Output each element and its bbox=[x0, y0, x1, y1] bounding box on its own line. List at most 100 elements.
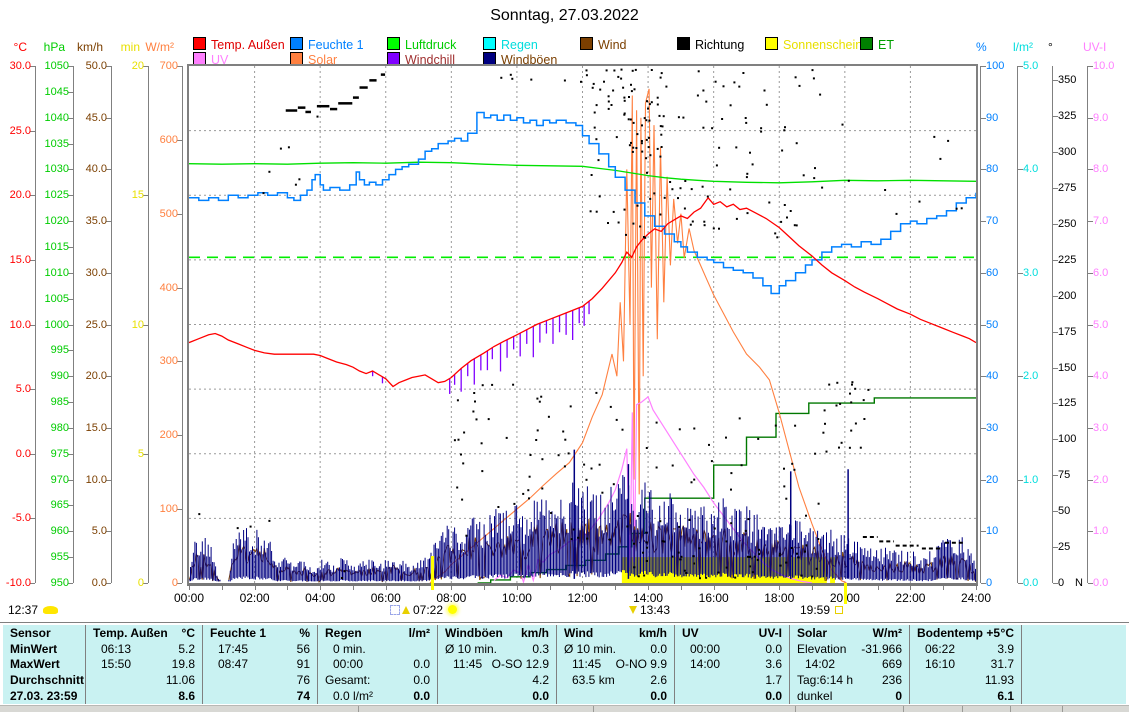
stat-cell-label: Ø 10 min. bbox=[445, 642, 497, 656]
axis-tick-label: 6.0 bbox=[1093, 268, 1129, 279]
axis-header-w-m: W/m² bbox=[130, 40, 174, 54]
axis-tick-label: -5.0 bbox=[0, 513, 31, 524]
x-hour-tick bbox=[287, 586, 288, 590]
x-hour-tick bbox=[451, 586, 452, 590]
legend-item-temp-au-en[interactable]: Temp. Außen bbox=[193, 37, 285, 51]
stat-cell-label: 06:22 bbox=[917, 642, 955, 656]
stat-cell-label: 11:45 bbox=[564, 657, 601, 671]
x-axis-label: 12:00 bbox=[561, 591, 605, 605]
axis-tick-label: 5.0 bbox=[1093, 320, 1129, 331]
legend-item-luftdruck[interactable]: Luftdruck bbox=[387, 37, 456, 51]
plot-area[interactable] bbox=[187, 64, 978, 586]
axis-tick-label: 0 bbox=[142, 578, 178, 589]
legend-label: Richtung bbox=[695, 38, 744, 52]
stat-row: Tag:6:14 h236 bbox=[790, 672, 909, 688]
luftdruck-swatch-icon bbox=[387, 37, 400, 50]
axis-tick-label: 40.0 bbox=[71, 164, 107, 175]
stat-cell-value: 11.06 bbox=[166, 673, 195, 687]
sunrise-marker-line bbox=[431, 556, 434, 590]
legend-item-wind[interactable]: Wind bbox=[580, 37, 626, 51]
legend-label: Feuchte 1 bbox=[308, 38, 364, 52]
stat-cell-value: 74 bbox=[297, 689, 310, 703]
stat-row: Durchschnitt bbox=[3, 672, 85, 688]
stat-cell-value: 91 bbox=[297, 657, 310, 671]
axis-tick-label: 10.0 bbox=[0, 320, 31, 331]
stat-row: 11:45 O-NO 9.9 bbox=[557, 657, 674, 673]
axis-tick-label: 995 bbox=[33, 345, 69, 356]
stat-cell-value: 0.0 bbox=[413, 673, 430, 687]
legend-item-feuchte-1[interactable]: Feuchte 1 bbox=[290, 37, 364, 51]
stat-cell-label: Gesamt: bbox=[325, 673, 370, 687]
stat-cell-value: 0.0 bbox=[650, 689, 667, 703]
x-hour-tick bbox=[812, 586, 813, 590]
stat-row: 0.0 l/m²0.0 bbox=[318, 688, 437, 704]
axis-tick-label: 45.0 bbox=[71, 113, 107, 124]
axis-tick-label: 225 bbox=[1058, 255, 1094, 266]
marker-box-icon bbox=[390, 605, 400, 615]
x-hour-tick bbox=[320, 586, 321, 590]
axis-tick-label: 0.0 bbox=[71, 578, 107, 589]
x-hour-tick bbox=[779, 586, 780, 590]
axis-line-l-m bbox=[1017, 66, 1018, 583]
stat-row: 0 min. bbox=[318, 641, 437, 657]
x-axis-label: 10:00 bbox=[495, 591, 539, 605]
axis-tick-label: 200 bbox=[1058, 291, 1094, 302]
stat-column-feuchte-1: Feuchte 1%17:455608:47917674 bbox=[203, 625, 318, 704]
axis-tick-label: 700 bbox=[142, 61, 178, 72]
stat-column-uv: UVUV-I00:000.014:003.61.70.0 bbox=[675, 625, 790, 704]
axis-header-uv-i: UV-I bbox=[1083, 40, 1129, 54]
axis-tick-label: 3.0 bbox=[1023, 268, 1059, 279]
stat-header-unit: km/h bbox=[521, 626, 549, 640]
stat-row: 27.03. 23:59 bbox=[3, 688, 85, 704]
stat-cell-value: -31.966 bbox=[861, 642, 902, 656]
x-hour-tick bbox=[976, 586, 977, 590]
stat-row: 0.0 bbox=[675, 688, 789, 704]
axis-tick-label: 950 bbox=[33, 578, 69, 589]
x-hour-tick bbox=[189, 586, 190, 590]
stat-cell-label: 16:10 bbox=[917, 657, 955, 671]
axis-tick-label: 1015 bbox=[33, 242, 69, 253]
stat-row: 0.0 bbox=[438, 688, 556, 704]
axis-tick-label: 30.0 bbox=[71, 268, 107, 279]
stat-cell-label: 0 min. bbox=[325, 642, 366, 656]
stat-cell-label: 00:00 bbox=[325, 657, 363, 671]
stat-cell-label: 14:00 bbox=[682, 657, 720, 671]
x-hour-tick bbox=[878, 586, 879, 590]
stat-cell-value: 0.0 bbox=[413, 657, 430, 671]
axis-tick-label: 25 bbox=[1058, 542, 1094, 553]
axis-tick-label: 1035 bbox=[33, 139, 69, 150]
stat-row: Elevation-31.966 bbox=[790, 641, 909, 657]
status-bar-divider bbox=[1010, 706, 1011, 712]
stat-header-row: SolarW/m² bbox=[790, 625, 909, 641]
stat-cell-label: MinWert bbox=[10, 642, 57, 656]
legend-item-richtung[interactable]: Richtung bbox=[677, 37, 744, 51]
stat-cell-value: O-NO 9.9 bbox=[616, 657, 667, 671]
x-hour-tick bbox=[419, 586, 420, 590]
axis-tick-label: 50.0 bbox=[71, 61, 107, 72]
legend-label: Regen bbox=[501, 38, 538, 52]
sunrise-annotation: 07:22 bbox=[390, 602, 457, 617]
legend-item-sonnenschein[interactable]: Sonnenschein bbox=[765, 37, 862, 51]
stat-row: MaxWert bbox=[3, 657, 85, 673]
stat-row: 17:4556 bbox=[203, 641, 317, 657]
moonrise-annotation: 12:37 bbox=[8, 602, 58, 617]
axis-tick-label: 1050 bbox=[33, 61, 69, 72]
axis-tick-label: 175 bbox=[1058, 327, 1094, 338]
x-hour-tick bbox=[746, 586, 747, 590]
axis-tick-label: 1005 bbox=[33, 294, 69, 305]
legend-item-regen[interactable]: Regen bbox=[483, 37, 538, 51]
chart-title: Sonntag, 27.03.2022 bbox=[0, 7, 1129, 25]
x-axis-label: 04:00 bbox=[298, 591, 342, 605]
axis-tick-label: 5.0 bbox=[1023, 61, 1059, 72]
x-axis-label: 02:00 bbox=[233, 591, 277, 605]
stat-column-sensor: SensorMinWertMaxWertDurchschnitt27.03. 2… bbox=[3, 625, 86, 704]
axis-tick-label: 980 bbox=[33, 423, 69, 434]
legend-item-et[interactable]: ET bbox=[860, 37, 894, 51]
statistics-table: SensorMinWertMaxWertDurchschnitt27.03. 2… bbox=[3, 625, 1126, 704]
stat-row: 16:1031.7 bbox=[910, 657, 1021, 673]
axis-tick-label: 9.0 bbox=[1093, 113, 1129, 124]
axis-tick-label: 125 bbox=[1058, 398, 1094, 409]
axis-tick-label: 0.0 bbox=[0, 449, 31, 460]
axis-tick-label: 2.0 bbox=[1023, 371, 1059, 382]
axis-tick-label: 7.0 bbox=[1093, 216, 1129, 227]
